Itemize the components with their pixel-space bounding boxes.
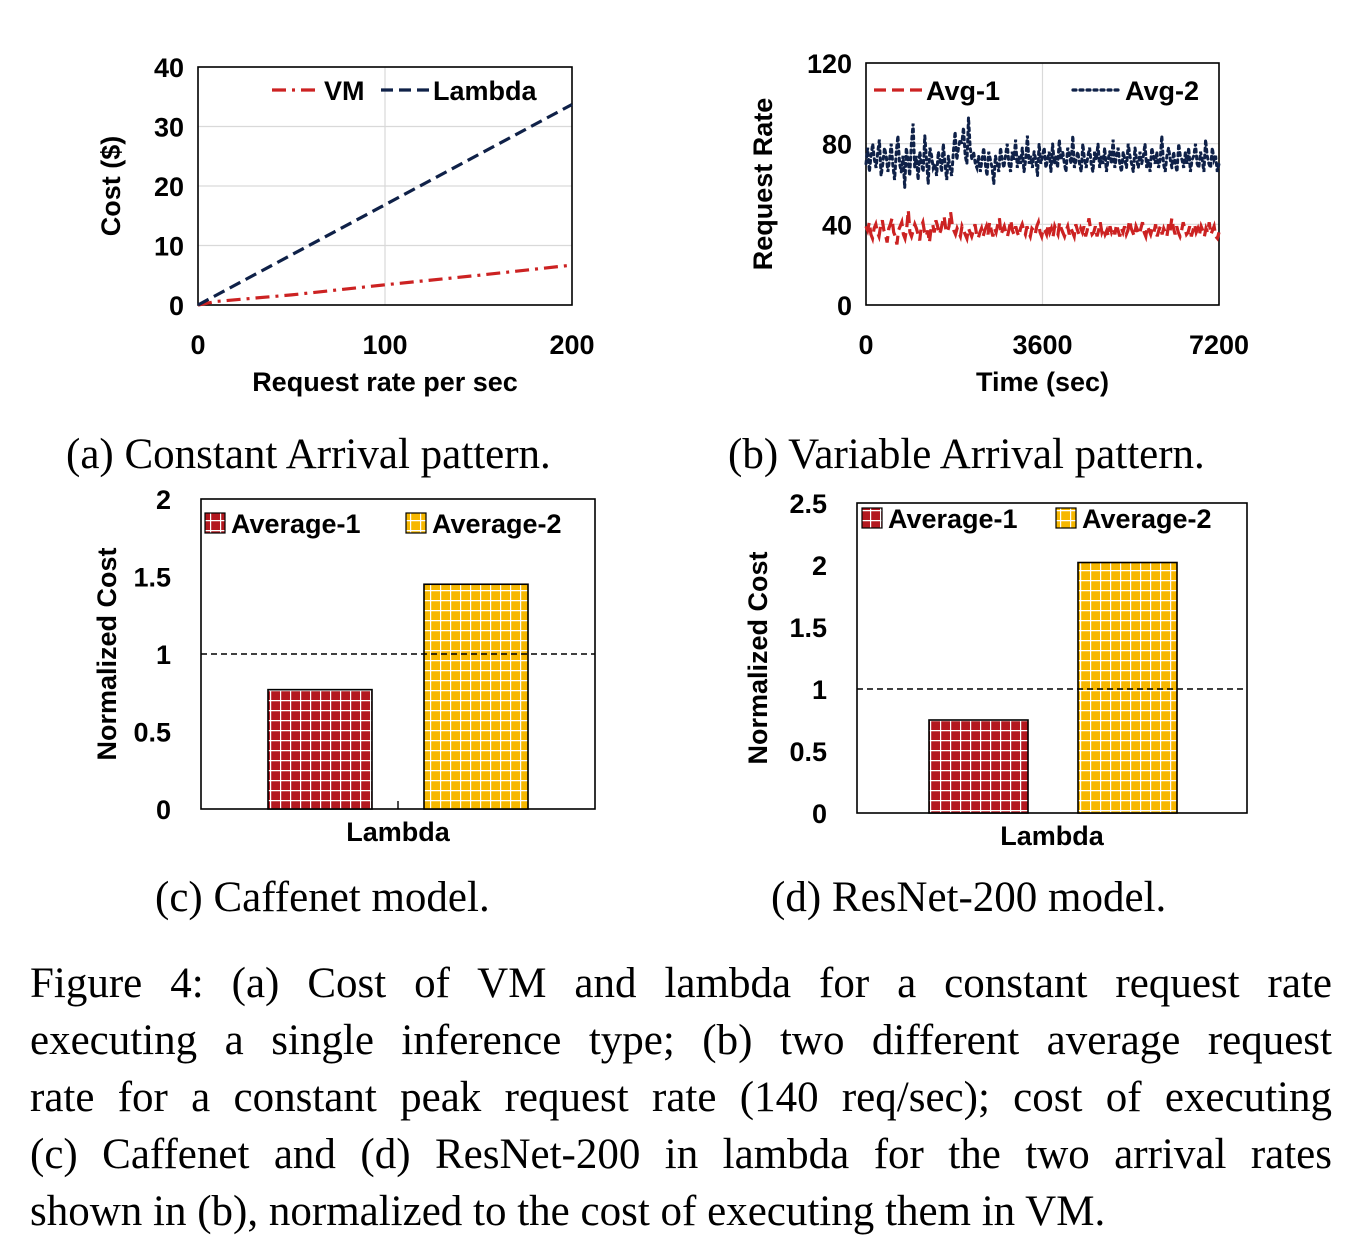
- legend-label-vm: VM: [324, 76, 365, 106]
- y-tick-label: 30: [154, 113, 184, 143]
- figure-caption-line: rate for a constant peak request rate (1…: [30, 1074, 1332, 1121]
- y-tick-label: 0: [156, 795, 171, 825]
- y-axis-label: Normalized Cost: [92, 547, 122, 760]
- legend-label-avg-2: Avg-2: [1125, 76, 1199, 106]
- y-tick-label: 40: [822, 210, 852, 240]
- plot-frame: [865, 62, 1220, 306]
- series-line-vm: [197, 263, 573, 307]
- y-tick-label: 40: [154, 53, 184, 83]
- y-tick-label: 0: [812, 799, 827, 829]
- legend-swatch-average-2: [1055, 507, 1077, 529]
- chart-d-resnet200: 0 0.5 1 1.5 2 2.5 Lambda Normalized Cost Average…: [743, 489, 1248, 851]
- legend-swatch-average-1: [861, 507, 883, 529]
- x-tick-label: 7200: [1189, 330, 1249, 360]
- figure-caption: Figure 4: (a) Cost of VM and lambda for …: [30, 955, 1332, 1240]
- legend-label-avg-1: Avg-1: [926, 76, 1000, 106]
- series-line-avg-1: [864, 210, 1221, 245]
- chart-b-variable-arrival: 0 40 80 120 0 3600 7200 Time (sec) Request Rate A…: [748, 49, 1249, 397]
- bar-average-2: [423, 583, 529, 810]
- plot-frame: [856, 502, 1248, 814]
- legend-label-average-2: Average-2: [1082, 504, 1212, 534]
- legend-swatch-average-2: [405, 512, 427, 534]
- y-tick-label: 0.5: [789, 737, 827, 767]
- y-tick-label: 10: [154, 232, 184, 262]
- figure-caption-line: Figure 4: (a) Cost of VM and lambda for …: [30, 960, 1332, 1007]
- plot-frame: [197, 66, 573, 306]
- x-category-label: Lambda: [1000, 821, 1105, 851]
- y-tick-label: 120: [807, 49, 852, 79]
- chart-a-constant-arrival: 0 10 20 30 40 0 100 200 Request rate per sec Cost…: [96, 53, 595, 397]
- bar-average-1: [928, 719, 1029, 814]
- y-tick-label: 2: [156, 485, 171, 515]
- x-tick-label: 0: [190, 330, 205, 360]
- y-tick-label: 0: [169, 291, 184, 321]
- y-tick-label: 20: [154, 172, 184, 202]
- caption-c: (c) Caffenet model.: [155, 874, 490, 921]
- x-tick-label: 100: [362, 330, 407, 360]
- figure-caption-line: (c) Caffenet and (d) ResNet-200 in lambd…: [30, 1131, 1332, 1178]
- series-line-lambda: [197, 103, 573, 307]
- y-axis-label: Request Rate: [748, 98, 778, 271]
- y-tick-label: 0.5: [133, 718, 171, 748]
- caption-d: (d) ResNet-200 model.: [771, 874, 1167, 921]
- bar-average-2: [1077, 561, 1178, 814]
- y-tick-label: 1.5: [133, 563, 171, 593]
- y-tick-label: 1: [812, 675, 827, 705]
- caption-a: (a) Constant Arrival pattern.: [66, 431, 551, 478]
- chart-c-caffenet: 0 0.5 1 1.5 2 Lambda Normalized Cost Average-1 A…: [92, 485, 596, 847]
- x-axis-label: Request rate per sec: [252, 367, 518, 397]
- y-tick-label: 80: [822, 130, 852, 160]
- y-tick-label: 1: [156, 640, 171, 670]
- legend-label-average-2: Average-2: [432, 509, 562, 539]
- legend-swatch-average-1: [204, 512, 226, 534]
- series-line-avg-2: [864, 117, 1221, 189]
- y-tick-label: 2.5: [789, 489, 827, 519]
- y-axis-label: Normalized Cost: [743, 551, 773, 764]
- legend-label-average-1: Average-1: [888, 504, 1018, 534]
- legend-label-lambda: Lambda: [433, 76, 538, 106]
- figure-caption-line: executing a single inference type; (b) t…: [30, 1017, 1332, 1064]
- x-tick-label: 0: [858, 330, 873, 360]
- bar-average-1: [267, 688, 373, 810]
- x-category-label: Lambda: [346, 817, 451, 847]
- x-axis-label: Time (sec): [976, 367, 1109, 397]
- y-axis-label: Cost ($): [96, 136, 126, 237]
- x-tick-label: 200: [549, 330, 594, 360]
- figure-caption-line: shown in (b), normalized to the cost of …: [30, 1188, 1106, 1235]
- y-tick-label: 2: [812, 551, 827, 581]
- y-tick-label: 0: [837, 291, 852, 321]
- legend-label-average-1: Average-1: [231, 509, 361, 539]
- x-tick-label: 3600: [1012, 330, 1072, 360]
- caption-b: (b) Variable Arrival pattern.: [728, 431, 1205, 478]
- y-tick-label: 1.5: [789, 613, 827, 643]
